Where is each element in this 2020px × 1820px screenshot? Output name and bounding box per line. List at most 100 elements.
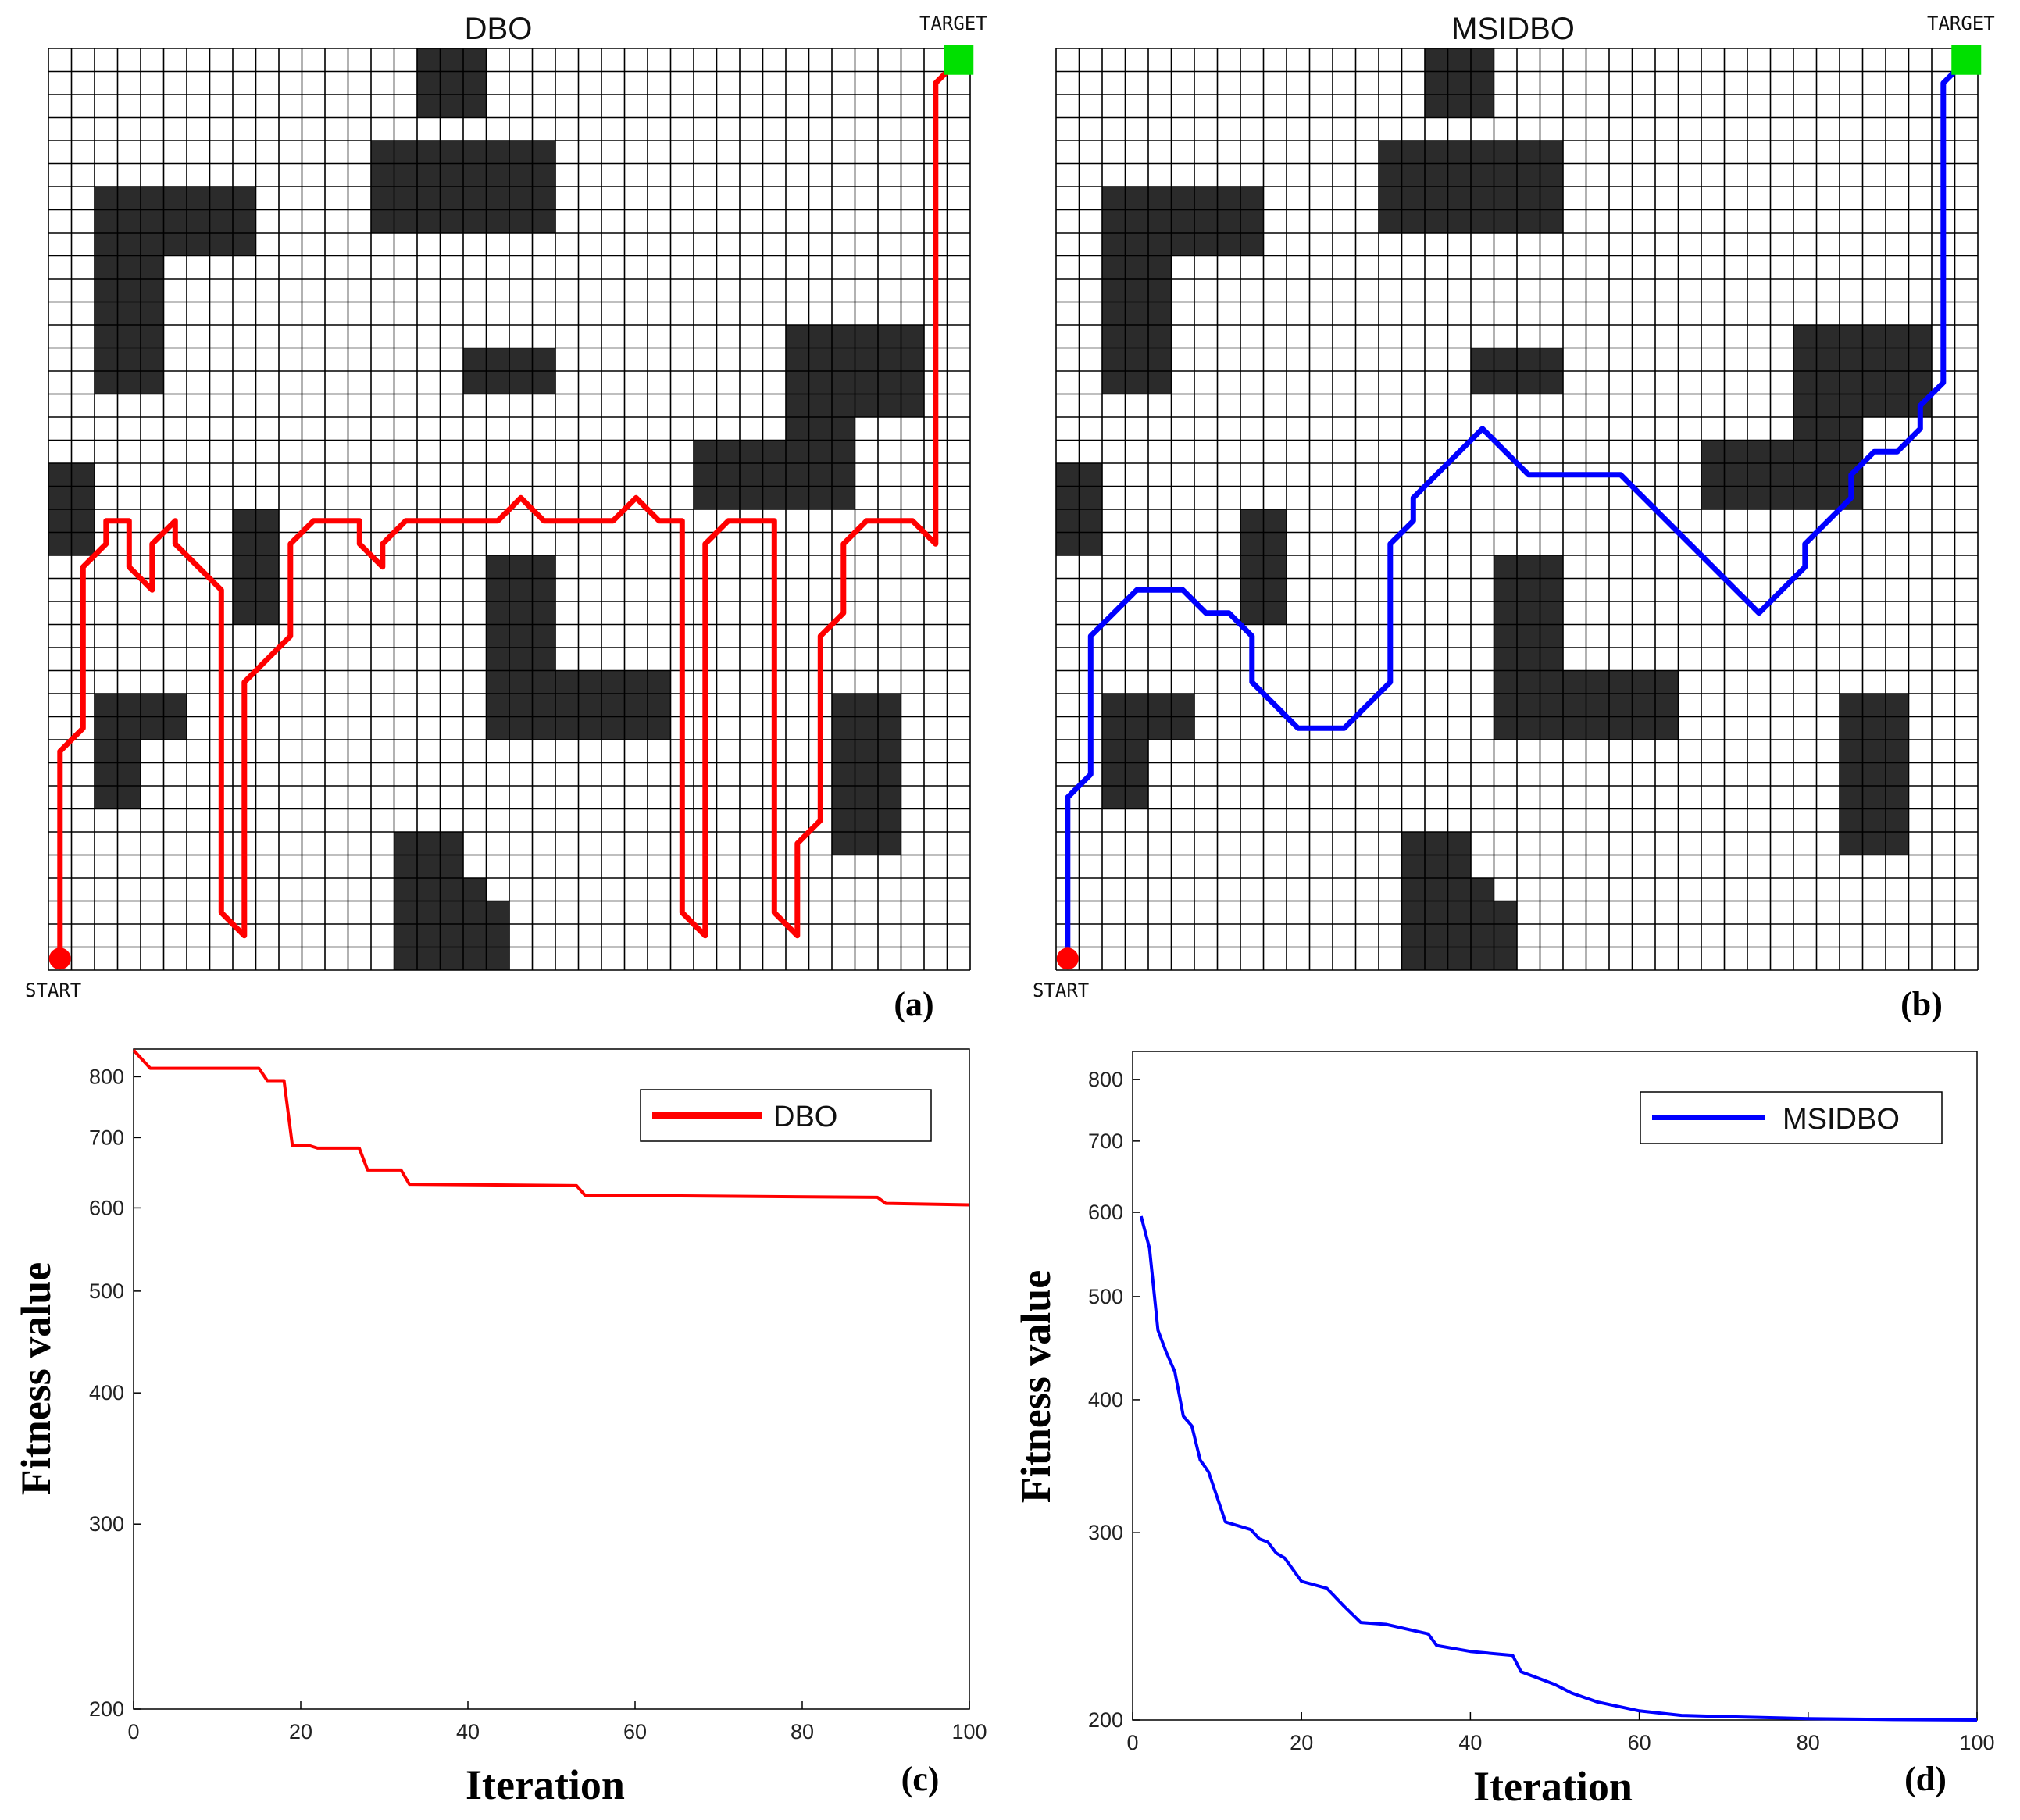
x-tick-label: 0 <box>1126 1731 1138 1754</box>
obstacle-cell <box>1425 95 1494 118</box>
obstacle-cell <box>95 255 164 279</box>
obstacle-cell <box>1102 233 1264 256</box>
obstacle-cell <box>1494 578 1563 601</box>
obstacle-cell <box>1401 855 1471 878</box>
y-tick-label: 500 <box>89 1279 124 1303</box>
path-line-msidbo <box>1065 58 1968 959</box>
x-axis-title-dbo: Iteration <box>466 1761 625 1808</box>
obstacle-cell <box>1840 832 1909 855</box>
obstacle-cell <box>417 48 487 72</box>
obstacle-cell <box>1102 187 1264 210</box>
target-label: TARGET <box>919 12 987 34</box>
start-label: START <box>1033 980 1089 1001</box>
obstacle-cell <box>394 832 463 855</box>
y-tick-label: 200 <box>89 1697 124 1721</box>
obstacle-cell <box>694 463 855 487</box>
x-tick-label: 60 <box>1628 1731 1651 1754</box>
x-tick-label: 0 <box>127 1720 139 1743</box>
panel-tag-b: (b) <box>1900 985 1943 1023</box>
obstacle-cell <box>1494 648 1563 671</box>
obstacle-cell <box>486 648 555 671</box>
y-tick-label: 400 <box>1088 1388 1123 1411</box>
obstacle-cell <box>394 924 509 947</box>
plot-frame-msidbo <box>1132 1051 1978 1721</box>
obstacle-cell <box>786 417 855 441</box>
obstacle-cell <box>1102 209 1264 233</box>
gridlines-msidbo <box>1055 48 1979 971</box>
grid-panel-dbo: START TARGET <box>25 12 987 1001</box>
x-tick-label: 100 <box>1959 1731 1994 1754</box>
start-marker <box>48 947 71 970</box>
convergence-chart-msidbo: 200 300 400 500 600 700 800 0 20 40 60 80 100 MSIDB… <box>1012 1051 1995 1810</box>
obstacle-cell <box>1701 440 1863 463</box>
obstacle-cell <box>394 947 509 970</box>
obstacle-cell <box>1840 740 1909 763</box>
obstacle-cell <box>1102 255 1172 279</box>
obstacle-cell <box>1401 901 1517 924</box>
obstacle-cell <box>95 233 256 256</box>
y-ticks-msidbo: 200 300 400 500 600 700 800 <box>1088 1068 1140 1732</box>
x-tick-label: 40 <box>1458 1731 1482 1754</box>
obstacle-cell <box>832 786 901 809</box>
x-tick-label: 100 <box>951 1720 987 1743</box>
obstacle-cell <box>417 95 487 118</box>
obstacle-cell <box>486 624 555 648</box>
obstacle-cell <box>832 832 901 855</box>
legend-msidbo: MSIDBO <box>1640 1091 1943 1144</box>
obstacle-cell <box>832 716 901 740</box>
obstacle-cell <box>1494 624 1563 648</box>
obstacle-cell <box>832 694 901 717</box>
obstacle-cell <box>95 279 164 302</box>
obstacle-cell <box>486 601 555 625</box>
obstacle-cell <box>694 440 855 463</box>
y-axis-title-dbo: Fitness value <box>12 1262 59 1496</box>
panel-title-dbo: DBO <box>465 12 533 46</box>
obstacle-cell <box>1425 71 1494 95</box>
x-tick-label: 60 <box>623 1720 647 1743</box>
x-axis-title-msidbo: Iteration <box>1473 1763 1633 1810</box>
convergence-chart-dbo: 200 300 400 500 600 700 800 0 20 40 60 80 100 DBO F… <box>12 1048 987 1808</box>
obstacle-cell <box>1102 325 1172 348</box>
obstacle-cell <box>95 325 164 348</box>
x-tick-label: 20 <box>1290 1731 1313 1754</box>
x-tick-label: 80 <box>791 1720 814 1743</box>
y-tick-label: 200 <box>1088 1708 1123 1732</box>
obstacle-cell <box>95 371 164 394</box>
panel-tag-d: (d) <box>1904 1760 1947 1798</box>
x-tick-label: 40 <box>456 1720 480 1743</box>
obstacle-cell <box>1840 716 1909 740</box>
legend-label-dbo: DBO <box>773 1101 837 1133</box>
y-ticks-dbo: 200 300 400 500 600 700 800 <box>89 1065 141 1721</box>
panel-tag-c: (c) <box>901 1760 940 1798</box>
gridlines-dbo <box>48 48 971 971</box>
y-axis-title-msidbo: Fitness value <box>1012 1270 1059 1504</box>
x-ticks-msidbo: 0 20 40 60 80 100 <box>1126 1712 1995 1754</box>
legend-label-msidbo: MSIDBO <box>1783 1103 1900 1136</box>
y-tick-label: 300 <box>1088 1521 1123 1544</box>
obstacle-cell <box>1701 486 1863 509</box>
y-tick-label: 600 <box>1088 1201 1123 1224</box>
obstacle-cell <box>1840 762 1909 786</box>
obstacle-cell <box>1494 601 1563 625</box>
y-tick-label: 300 <box>89 1512 124 1536</box>
y-tick-label: 500 <box>1088 1285 1123 1308</box>
obstacle-cell <box>95 302 164 325</box>
grid-panel-msidbo: START TARGET <box>1033 12 1995 1001</box>
plot-frame-dbo <box>133 1048 970 1710</box>
x-tick-label: 20 <box>289 1720 312 1743</box>
start-marker <box>1056 947 1079 970</box>
obstacle-cell <box>1793 417 1863 441</box>
target-label: TARGET <box>1927 12 1995 34</box>
obstacle-cell <box>1494 555 1563 579</box>
obstacle-cell <box>1840 808 1909 832</box>
y-tick-label: 700 <box>89 1126 124 1149</box>
panel-tag-a: (a) <box>894 985 933 1023</box>
obstacle-cell <box>486 555 555 579</box>
y-tick-label: 600 <box>89 1196 124 1219</box>
obstacle-cell <box>95 348 164 371</box>
y-tick-label: 800 <box>1088 1068 1123 1091</box>
obstacle-cell <box>1425 48 1494 72</box>
obstacle-cell <box>1401 832 1471 855</box>
y-tick-label: 800 <box>89 1065 124 1088</box>
